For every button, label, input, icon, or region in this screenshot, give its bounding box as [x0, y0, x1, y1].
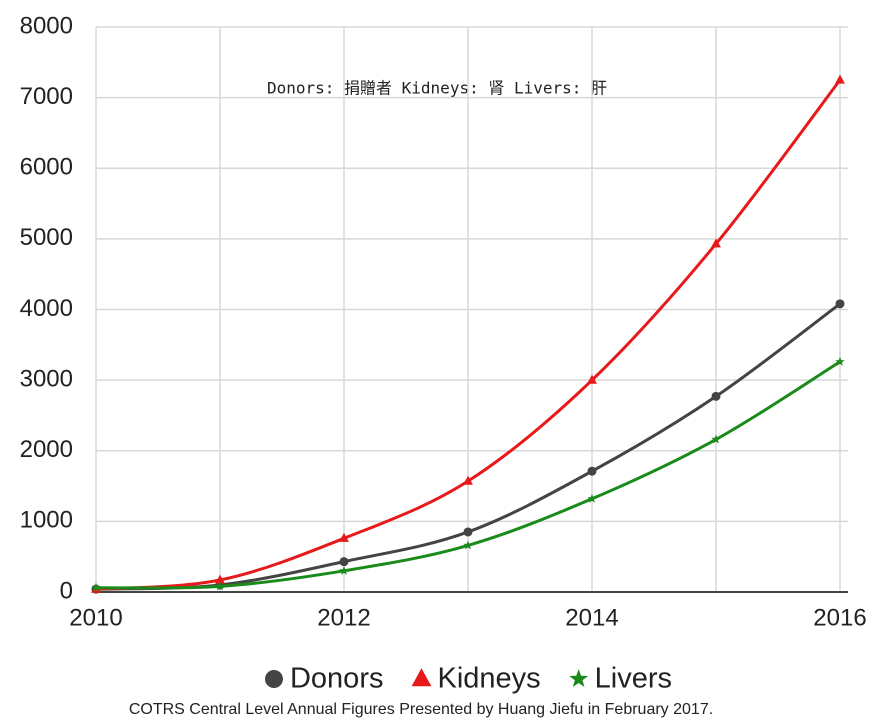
marker: [339, 557, 349, 567]
marker: [215, 574, 225, 584]
marker: [264, 670, 283, 688]
marker: [463, 540, 473, 550]
x-tick-label: 2016: [813, 604, 866, 631]
y-tick-label: 0: [60, 577, 73, 604]
legend-label: Livers: [595, 663, 672, 695]
footnote: COTRS Central Level Annual Figures Prese…: [129, 701, 713, 718]
marker: [215, 581, 225, 591]
marker: [91, 582, 101, 592]
marker: [587, 493, 597, 503]
marker: [835, 299, 845, 309]
marker: [711, 238, 721, 248]
marker: [569, 669, 589, 688]
marker: [339, 565, 349, 575]
y-tick-label: 4000: [20, 295, 73, 322]
marker: [835, 356, 845, 366]
marker: [835, 74, 845, 84]
marker: [411, 668, 432, 687]
y-tick-label: 2000: [20, 436, 73, 463]
marker: [587, 374, 597, 384]
y-tick-label: 6000: [20, 154, 73, 181]
marker: [463, 527, 473, 537]
marker: [463, 475, 473, 485]
legend-label: Kidneys: [437, 663, 540, 695]
y-tick-label: 5000: [20, 224, 73, 251]
marker: [339, 532, 349, 542]
x-tick-label: 2010: [69, 604, 122, 631]
x-tick-label: 2012: [317, 604, 370, 631]
x-tick-label: 2014: [565, 604, 618, 631]
legend-label: Donors: [290, 663, 384, 695]
marker: [711, 391, 721, 401]
y-tick-label: 1000: [20, 507, 73, 534]
annotation: Donors: 捐贈者 Kidneys: 肾 Livers: 肝: [267, 79, 607, 98]
y-tick-label: 7000: [20, 83, 73, 110]
y-tick-label: 3000: [20, 365, 73, 392]
marker: [587, 466, 597, 476]
marker: [711, 434, 721, 444]
y-tick-label: 8000: [20, 12, 73, 39]
legend: Donors Kidneys Livers: [264, 663, 672, 695]
